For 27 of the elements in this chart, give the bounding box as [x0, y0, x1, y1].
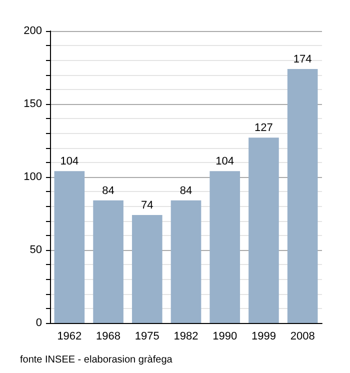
data-label: 127 — [254, 122, 273, 134]
x-tick-label: 1962 — [57, 330, 82, 342]
x-tick-label: 1999 — [251, 330, 276, 342]
data-label: 84 — [180, 184, 192, 197]
x-tick-label: 1968 — [96, 330, 121, 342]
bar — [54, 171, 85, 323]
x-tick-label: 1982 — [174, 330, 198, 342]
data-label: 74 — [141, 199, 154, 212]
x-tick-label: 1990 — [212, 330, 238, 342]
y-tick-label: 50 — [30, 244, 42, 256]
y-tick-label: 150 — [24, 98, 42, 110]
x-tick-label: 1975 — [134, 330, 160, 342]
data-label: 84 — [102, 184, 114, 197]
data-label: 104 — [216, 156, 234, 168]
y-tick-label: 100 — [24, 171, 42, 183]
data-label: 104 — [60, 156, 79, 168]
source-note: fonte INSEE - elaborasion gràfega — [20, 354, 173, 366]
y-tick-label: 200 — [24, 25, 42, 37]
bar — [287, 68, 318, 323]
x-tick-label: 2008 — [290, 330, 315, 342]
bar — [132, 214, 162, 323]
bar — [210, 171, 240, 323]
bar — [248, 138, 279, 323]
bar — [93, 200, 124, 323]
bar — [170, 200, 202, 323]
data-label: 174 — [293, 53, 312, 66]
y-tick-label: 0 — [36, 317, 42, 329]
